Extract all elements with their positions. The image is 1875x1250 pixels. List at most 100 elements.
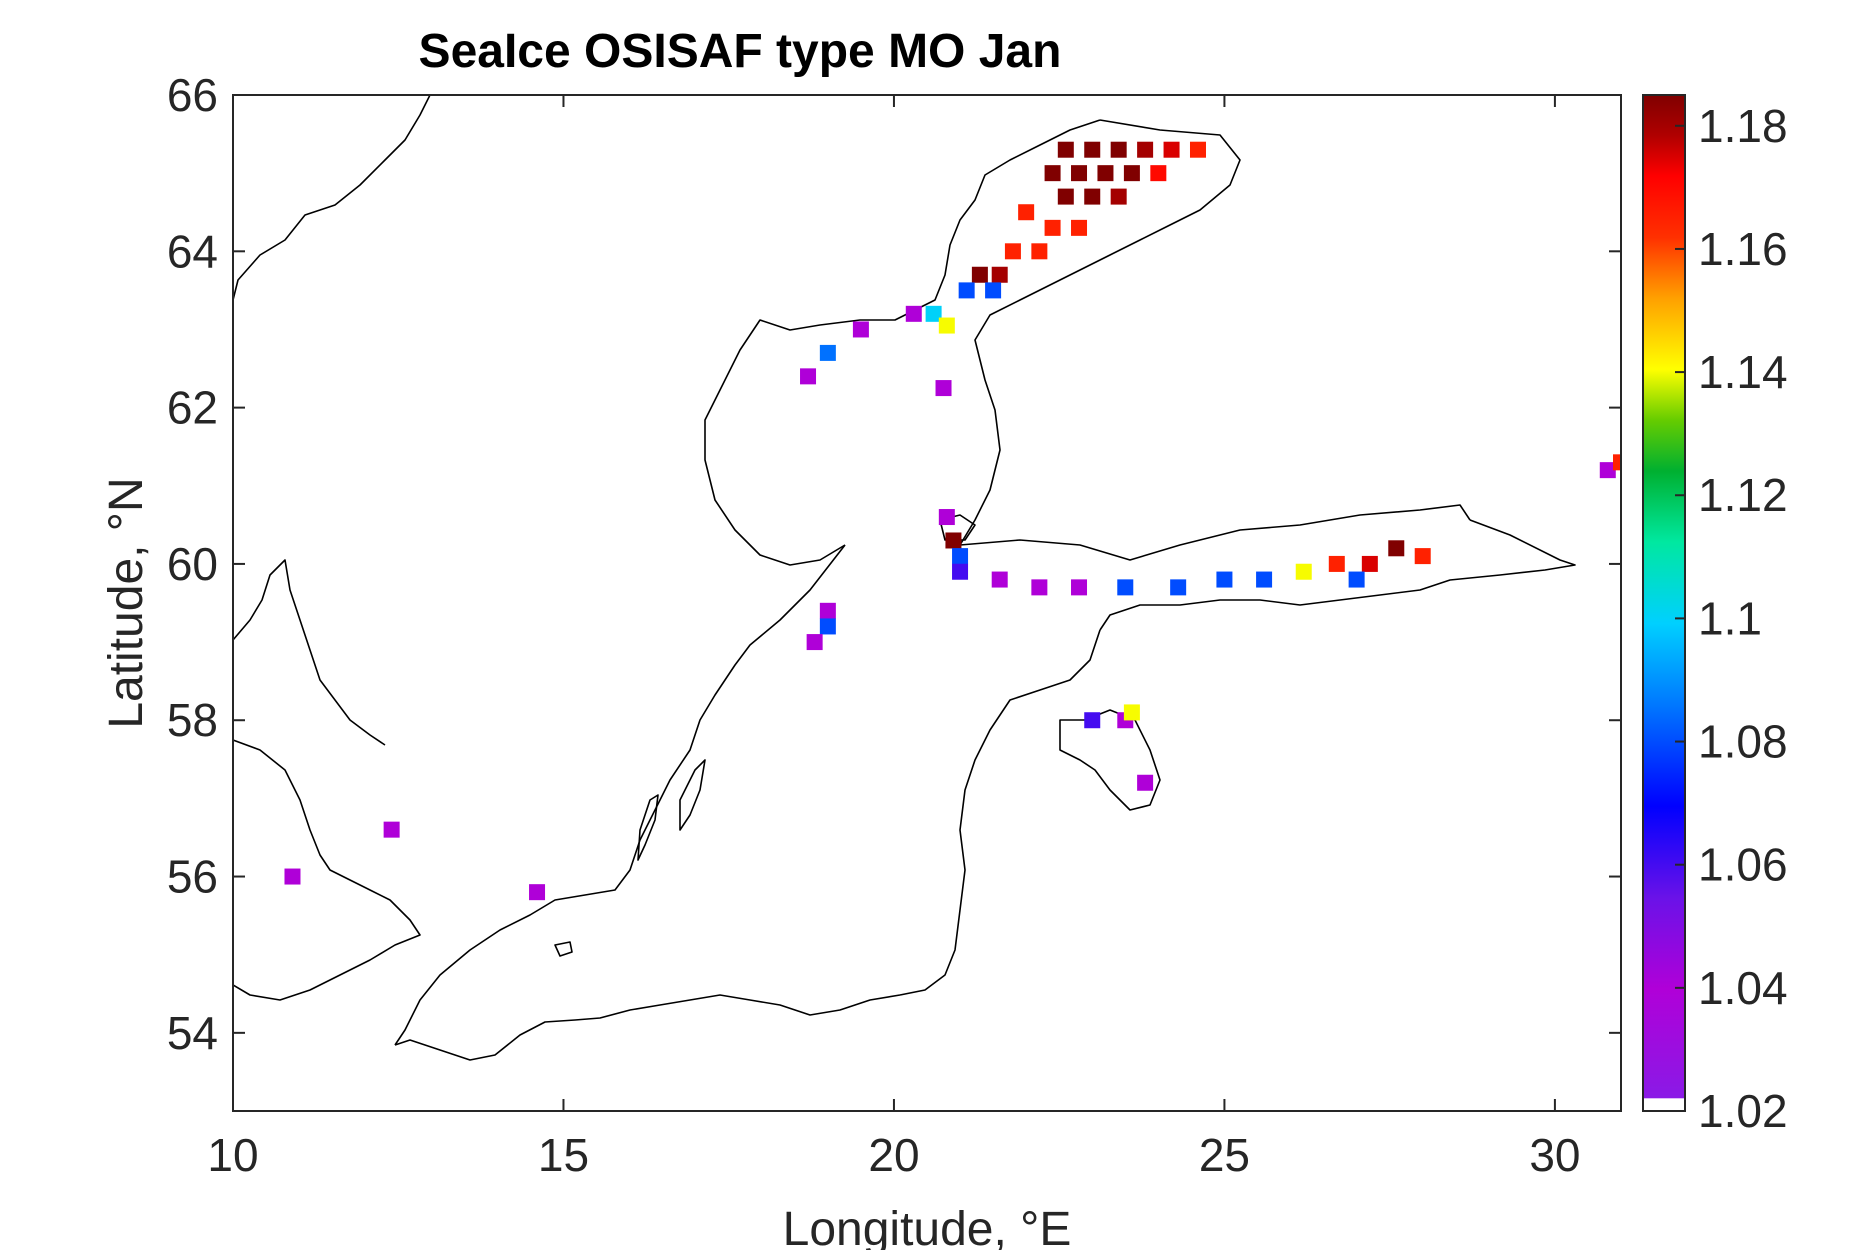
ice-cell (529, 884, 546, 901)
ice-cell (1110, 188, 1127, 205)
ice-cell (1084, 141, 1101, 158)
y-tick-label: 60 (167, 538, 218, 590)
ice-cell (991, 266, 1008, 283)
x-tick-label: 20 (868, 1129, 919, 1181)
coastline-bornholm (554, 941, 573, 957)
ice-cell (383, 821, 400, 838)
ice-cell (938, 317, 955, 334)
ice-cell (819, 602, 836, 619)
ice-cell (1071, 579, 1088, 596)
axes-frame (232, 94, 1622, 1112)
ice-cell (1348, 571, 1365, 588)
coastline-gulf-of-finland-north (959, 504, 1471, 561)
ice-cell (1044, 219, 1061, 236)
ice-cell (1137, 774, 1154, 791)
sea-ice-cells (284, 141, 1621, 901)
ice-cell (925, 305, 942, 322)
ice-cell (819, 618, 836, 635)
x-tick-label: 15 (538, 1129, 589, 1181)
ice-cell (819, 344, 836, 361)
ice-cell (1097, 165, 1114, 182)
ice-cell (1613, 454, 1621, 471)
ice-cell (806, 634, 823, 651)
coastline-layer (233, 95, 1576, 1061)
ice-cell (938, 509, 955, 526)
ice-cell (1170, 579, 1187, 596)
ice-cell (905, 305, 922, 322)
x-tick-label: 25 (1199, 1129, 1250, 1181)
x-axis-label: Longitude, °E (783, 1203, 1072, 1250)
colorbar-tick-label: 1.02 (1698, 1085, 1788, 1137)
ice-cell (991, 571, 1008, 588)
ice-cell (1361, 555, 1378, 572)
ice-cell (1123, 165, 1140, 182)
coastline-gulf-of-finland-south (1099, 519, 1576, 631)
ice-cell (1044, 165, 1061, 182)
coastline-danish-islands (233, 739, 421, 1001)
coastline-gulf-of-riga (1059, 709, 1161, 811)
colorbar-tick-label: 1.04 (1698, 962, 1788, 1014)
plot-area (233, 95, 1621, 1111)
ice-cell (1189, 141, 1206, 158)
y-tick-label: 56 (167, 851, 218, 903)
ice-cell (1018, 204, 1035, 221)
coastline-aland (939, 514, 976, 541)
ice-cell (1150, 165, 1167, 182)
ice-cell (1388, 540, 1405, 557)
ice-cell (952, 563, 969, 580)
y-tick-label: 58 (167, 694, 218, 746)
x-axis: 10 15 20 25 30 (207, 95, 1580, 1181)
ice-cell (985, 282, 1002, 299)
coastline-oland (637, 794, 659, 861)
ice-cell (1117, 579, 1134, 596)
ice-cell (1123, 704, 1140, 721)
ice-cell (1031, 243, 1048, 260)
ice-cell (1599, 462, 1616, 479)
chart-title: SeaIce OSISAF type MO Jan (419, 25, 1062, 78)
y-tick-label: 54 (167, 1007, 218, 1059)
ice-cell (945, 532, 962, 549)
colorbar-tick-label: 1.1 (1698, 592, 1762, 644)
y-tick-label: 64 (167, 225, 218, 277)
colorbar-ticks: 1.02 1.04 1.06 1.08 1.1 1.12 1.14 1.16 1.18 (1675, 100, 1788, 1137)
y-axis-label: Latitude, °N (100, 477, 153, 728)
coastline-estonia-latvia (899, 629, 1101, 996)
ice-cell (1004, 243, 1021, 260)
coastline-norway-west (233, 559, 386, 746)
ice-cell (1110, 141, 1127, 158)
ice-cell (1084, 188, 1101, 205)
ice-cell (1084, 712, 1101, 729)
colorbar-tick-label: 1.06 (1698, 839, 1788, 891)
ice-cell (1071, 219, 1088, 236)
y-tick-label: 66 (167, 69, 218, 121)
ice-cell (1295, 563, 1312, 580)
coastline-bothnian-west (704, 119, 1101, 566)
ice-cell (935, 380, 952, 397)
ice-cell (1071, 165, 1088, 182)
ice-cell (1414, 548, 1431, 565)
y-tick-label: 62 (167, 382, 218, 434)
x-tick-label: 10 (207, 1129, 258, 1181)
ice-cell (852, 321, 869, 338)
coastline-bothnian-east (959, 119, 1241, 546)
coastline-gotland (679, 759, 706, 831)
ice-cell (952, 548, 969, 565)
coastline-sweden (233, 95, 431, 301)
y-axis: 54 56 58 60 62 64 66 (167, 69, 1621, 1059)
ice-cell (1256, 571, 1273, 588)
ice-cell (284, 868, 301, 885)
colorbar-tick-label: 1.12 (1698, 469, 1788, 521)
ice-cell (1057, 141, 1074, 158)
colorbar-tick-label: 1.16 (1698, 223, 1788, 275)
ice-cell (971, 266, 988, 283)
coastline-southern-baltic (394, 994, 901, 1061)
x-tick-label: 30 (1529, 1129, 1580, 1181)
ice-cell (1031, 579, 1048, 596)
colorbar-tick-label: 1.14 (1698, 346, 1788, 398)
ice-cell (1137, 141, 1154, 158)
ice-cell (1057, 188, 1074, 205)
ice-cell (800, 368, 817, 385)
ice-cell (1216, 571, 1233, 588)
colorbar (1642, 94, 1686, 1112)
